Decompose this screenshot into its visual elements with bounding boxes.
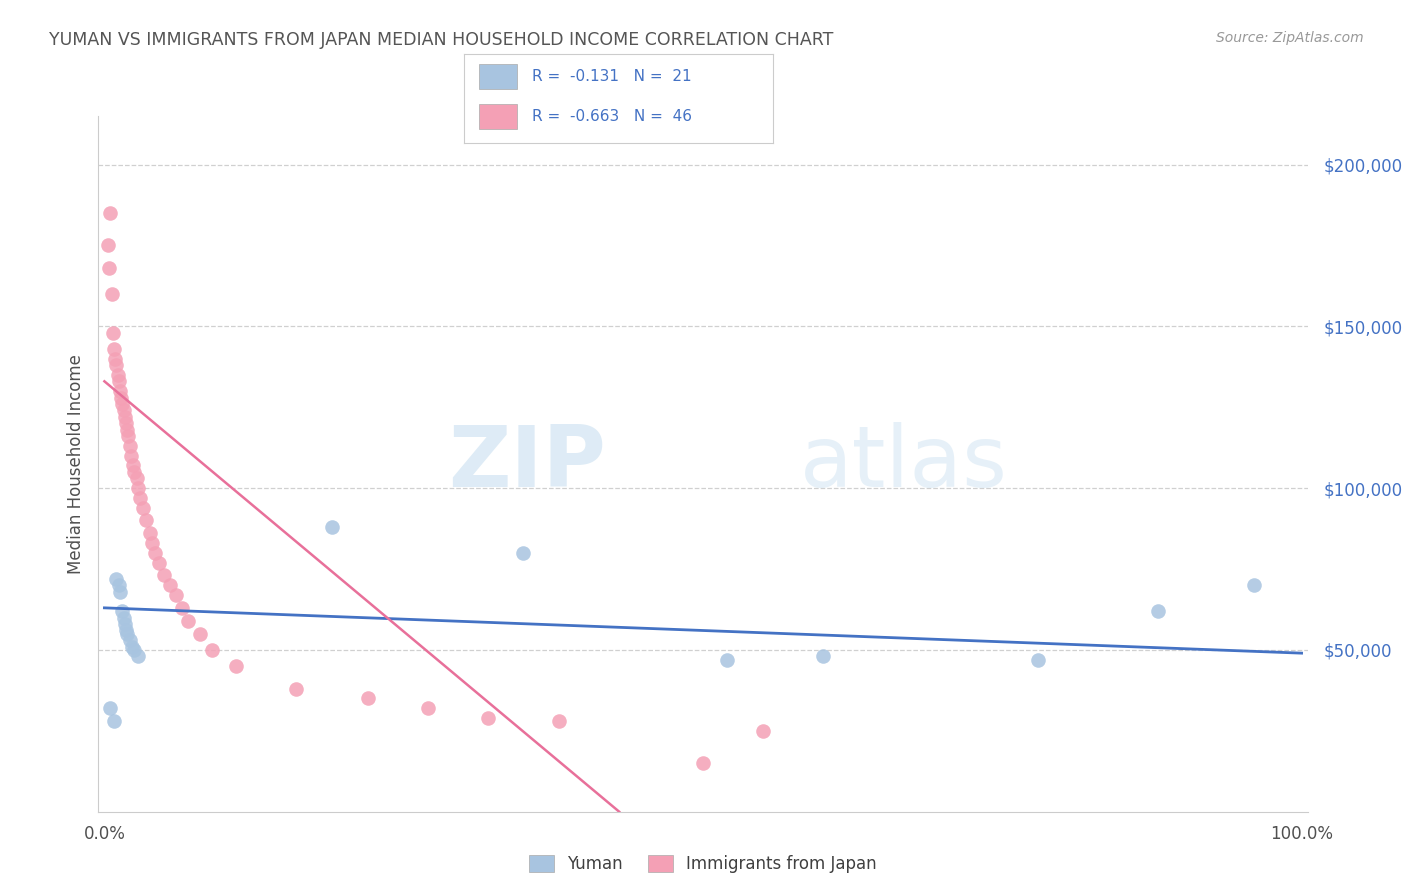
Bar [479,104,516,129]
Point [284,681,307,696]
Text: R =  -0.663   N =  46: R = -0.663 N = 46 [531,110,692,124]
Text: R =  -0.131   N =  21: R = -0.131 N = 21 [531,70,692,84]
Point [111,397,134,411]
Point [143,546,166,560]
Legend: Yuman, Immigrants from Japan: Yuman, Immigrants from Japan [523,848,883,880]
Point [115,624,138,638]
Point [104,351,127,366]
Point [225,659,247,673]
Point [112,610,135,624]
Point [177,614,200,628]
Point [1147,604,1170,618]
Point [124,643,146,657]
Point [153,568,176,582]
Point [100,206,122,220]
Text: ZIP: ZIP [449,422,606,506]
Point [127,481,149,495]
Y-axis label: Median Household Income: Median Household Income [66,354,84,574]
Point [111,604,134,618]
Point [112,403,135,417]
Point [141,536,163,550]
Point [108,384,131,398]
Point [105,358,128,372]
Point [548,714,571,728]
Point [132,500,155,515]
Point [121,640,143,654]
Point [1243,578,1265,592]
Point [98,261,121,276]
Point [188,626,211,640]
Point [416,701,439,715]
Point [101,326,124,340]
Point [477,711,499,725]
Point [114,409,136,424]
Point [100,287,122,301]
Point [716,652,738,666]
Point [105,572,128,586]
Point [117,429,139,443]
Point [115,626,138,640]
Point [357,691,380,706]
Point [124,465,146,479]
Point [115,417,138,431]
Point [127,649,149,664]
Point [108,584,131,599]
Point [100,701,122,715]
Point [752,723,775,738]
Point [165,588,187,602]
Point [321,520,343,534]
Point [103,342,125,356]
Point [120,449,142,463]
Point [107,368,129,382]
Point [97,238,120,252]
Point [114,617,136,632]
Point [115,423,138,437]
Text: Source: ZipAtlas.com: Source: ZipAtlas.com [1216,31,1364,45]
Point [201,643,224,657]
Bar [479,64,516,89]
Point [148,556,170,570]
Point [159,578,181,592]
Point [125,471,148,485]
Point [811,649,834,664]
Point [1026,652,1049,666]
Point [122,458,145,473]
Point [139,526,162,541]
Point [110,391,132,405]
Point [103,714,125,728]
Point [107,374,129,388]
Point [172,600,194,615]
Point [512,546,534,560]
Point [692,756,714,771]
Text: YUMAN VS IMMIGRANTS FROM JAPAN MEDIAN HOUSEHOLD INCOME CORRELATION CHART: YUMAN VS IMMIGRANTS FROM JAPAN MEDIAN HO… [49,31,834,49]
Text: atlas: atlas [800,422,1008,506]
Point [135,513,157,527]
Point [118,439,141,453]
Point [129,491,152,505]
Point [107,578,129,592]
Point [118,633,141,648]
